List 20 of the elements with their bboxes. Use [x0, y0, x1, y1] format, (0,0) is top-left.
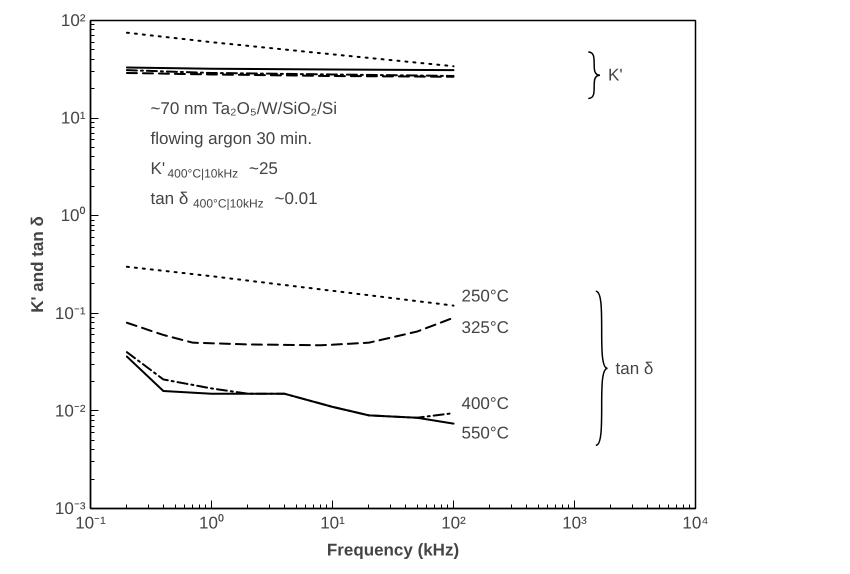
x-tick-label: 10¹ [320, 514, 346, 532]
x-tick-label: 10⁰ [199, 514, 224, 532]
series-label: 400°C [462, 394, 509, 414]
y-tick-label: 10⁰ [60, 206, 86, 226]
y-axis-title: K' and tan δ [28, 216, 47, 313]
y-tick-label: 10¹ [60, 108, 86, 128]
x-axis-title: Frequency (kHz) [326, 540, 460, 560]
annotation: ~70 nm Ta₂O₅/W/SiO₂/Si [150, 99, 337, 118]
annotation: flowing argon 30 min. [150, 129, 312, 148]
y-tick-label: 10⁻² [54, 401, 86, 420]
annotation: K' [608, 66, 623, 85]
series-label: 325°C [462, 318, 509, 337]
annotation: tan δ [616, 358, 654, 378]
x-tick-label: 10³ [562, 514, 588, 532]
series-label: 550°C [462, 424, 509, 443]
y-tick-label: 10⁻¹ [54, 304, 86, 323]
x-tick-label: 10² [441, 514, 466, 532]
x-tick-label: 10⁴ [682, 514, 709, 532]
y-tick-label: 10² [60, 11, 86, 30]
series-label: 250°C [462, 286, 509, 306]
